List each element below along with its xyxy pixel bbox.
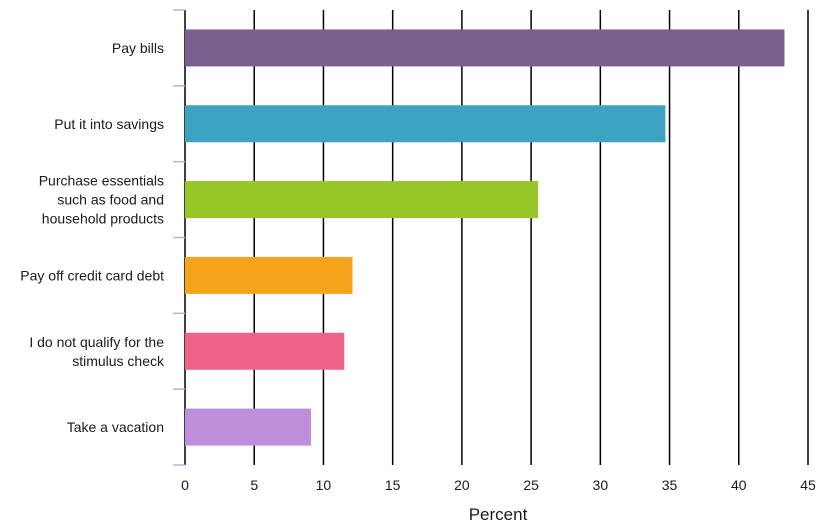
x-axis-title: Percent xyxy=(469,505,528,524)
grid-lines xyxy=(184,10,809,465)
x-tick-label: 15 xyxy=(385,477,401,493)
x-tick-label: 20 xyxy=(454,477,470,493)
x-tick-label: 10 xyxy=(316,477,332,493)
bar xyxy=(185,29,785,67)
x-tick-labels: 0 5 10 15 20 25 30 35 40 45 xyxy=(181,477,816,493)
x-tick-label: 30 xyxy=(593,477,609,493)
category-label: Pay off credit card debt xyxy=(20,267,164,283)
x-tick-label: 25 xyxy=(523,477,539,493)
x-tick-label: 5 xyxy=(250,477,258,493)
bar xyxy=(185,332,345,370)
category-label: I do not qualify for the stimulus check xyxy=(29,334,165,369)
bars xyxy=(185,29,785,446)
bar xyxy=(185,408,311,446)
category-labels: Pay bills Put it into savings Purchase ess… xyxy=(20,40,165,435)
category-axis-ticks xyxy=(173,9,185,466)
category-label: Pay bills xyxy=(112,40,164,56)
x-tick-label: 40 xyxy=(731,477,747,493)
category-label: Take a vacation xyxy=(67,419,164,435)
bar xyxy=(185,181,539,219)
category-label: Purchase essentials such as food and house… xyxy=(39,173,164,227)
category-label: Put it into savings xyxy=(54,116,164,132)
x-tick-label: 35 xyxy=(662,477,678,493)
x-tick-label: 0 xyxy=(181,477,189,493)
x-tick-label: 45 xyxy=(800,477,816,493)
bar xyxy=(185,256,353,294)
bar xyxy=(185,105,666,143)
